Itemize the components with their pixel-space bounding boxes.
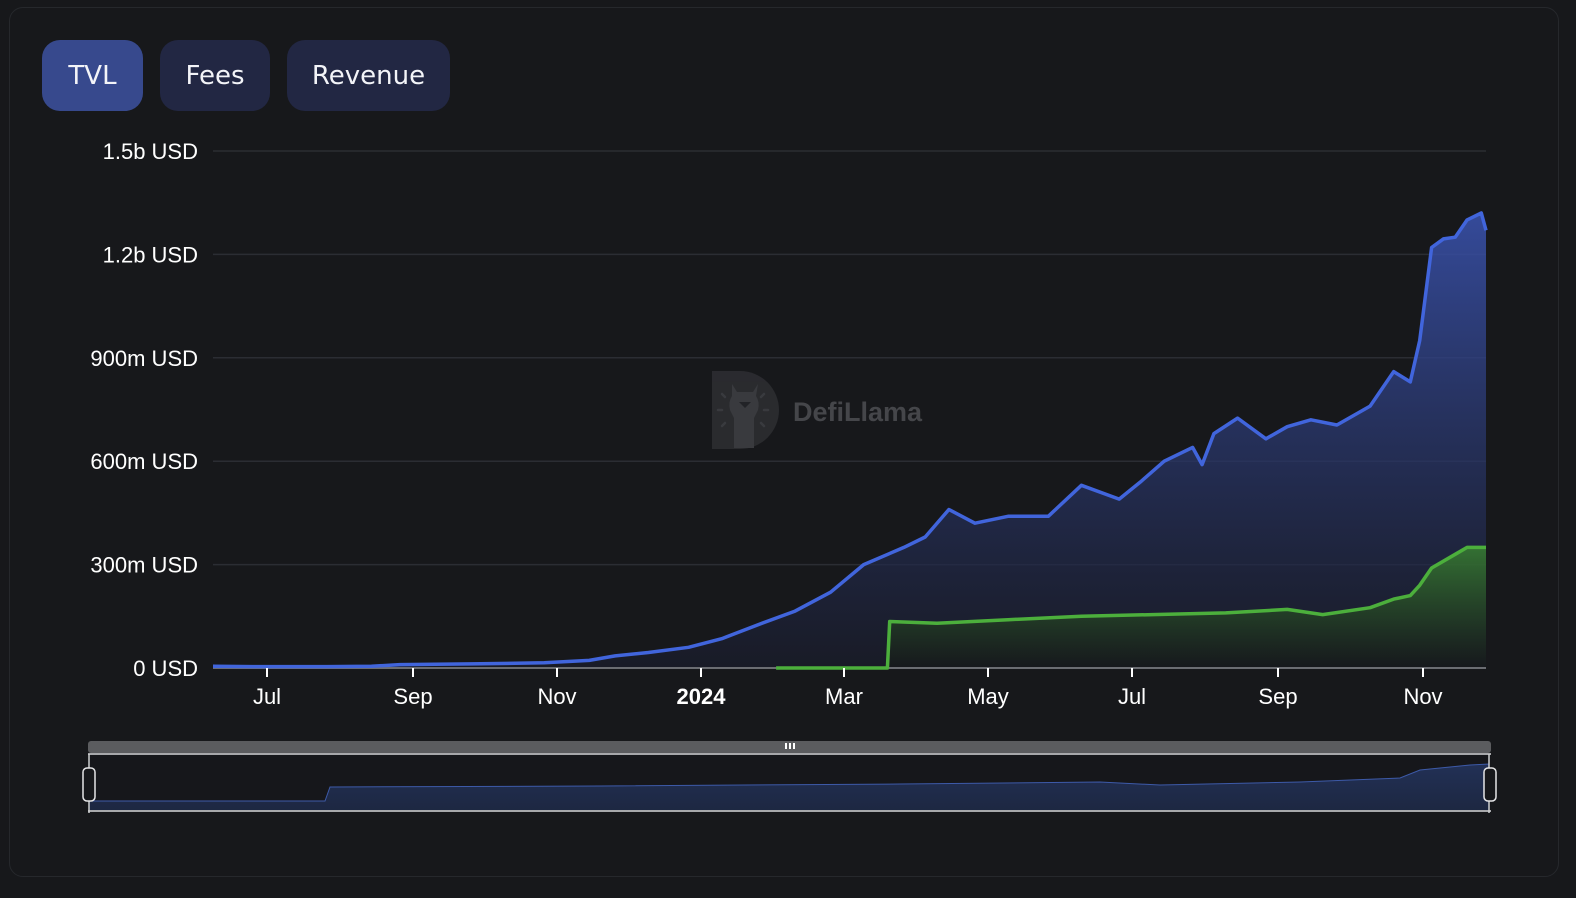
chart-card	[9, 7, 1559, 877]
metric-tabs: TVL Fees Revenue	[42, 40, 450, 111]
tab-tvl[interactable]: TVL	[42, 40, 143, 111]
tab-fees[interactable]: Fees	[160, 40, 270, 111]
tab-revenue[interactable]: Revenue	[287, 40, 450, 111]
